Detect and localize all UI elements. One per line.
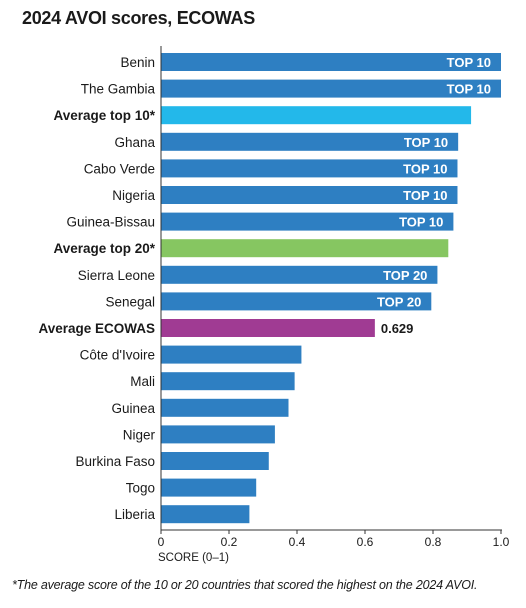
x-axis-label: SCORE (0–1): [158, 552, 229, 564]
category-label-senegal: Senegal: [105, 294, 155, 309]
bar-nigeria: [161, 186, 458, 204]
value-label-average-ecowas: 0.629: [381, 321, 414, 336]
bar-label-nigeria: TOP 10: [403, 188, 447, 203]
category-label-average-top-10: Average top 10*: [53, 108, 155, 123]
category-label-guinea-bissau: Guinea-Bissau: [66, 215, 155, 230]
bar-guinea-bissau: [161, 212, 454, 231]
bar-average-top-10: [161, 106, 472, 125]
bar-benin: [161, 53, 501, 71]
bar-label-benin: TOP 10: [447, 55, 491, 70]
bar-c-te-d-ivoire: [161, 345, 302, 364]
category-label-average-ecowas: Average ECOWAS: [38, 321, 155, 336]
bar-label-guinea-bissau: TOP 10: [399, 215, 443, 230]
bar-chart: Benin TOP 10 The Gambia TOP 10 Average top 1…: [38, 46, 510, 564]
chart-title: 2024 AVOI scores, ECOWAS: [22, 8, 255, 28]
category-label-togo: Togo: [126, 481, 155, 496]
category-label-guinea: Guinea: [111, 401, 155, 416]
bar-burkina-faso: [161, 452, 269, 470]
category-label-ghana: Ghana: [114, 135, 155, 150]
bar-label-senegal: TOP 20: [377, 294, 421, 309]
category-label-c-te-d-ivoire: Côte d'Ivoire: [80, 348, 155, 363]
bar-label-ghana: TOP 10: [404, 135, 448, 150]
bar-guinea: [161, 398, 289, 417]
category-label-niger: Niger: [123, 427, 156, 442]
category-label-cabo-verde: Cabo Verde: [84, 161, 155, 176]
bar-label-sierra-leone: TOP 20: [383, 268, 427, 283]
bar-label-cabo-verde: TOP 10: [403, 161, 447, 176]
bar-average-ecowas: [161, 319, 375, 337]
bar-the-gambia: [161, 79, 501, 98]
bar-average-top-20: [161, 239, 449, 258]
x-tick-label-0: 0: [158, 535, 165, 549]
footnote: *The average score of the 10 or 20 count…: [12, 578, 478, 592]
category-label-nigeria: Nigeria: [112, 188, 155, 203]
x-tick-label-5: 1.0: [493, 535, 510, 549]
category-label-average-top-20: Average top 20*: [53, 241, 155, 256]
bar-niger: [161, 425, 275, 444]
x-tick-label-1: 0.2: [221, 535, 238, 549]
bar-liberia: [161, 505, 250, 524]
bar-mali: [161, 372, 295, 391]
category-label-liberia: Liberia: [114, 507, 155, 522]
category-label-sierra-leone: Sierra Leone: [78, 268, 155, 283]
bar-senegal: [161, 292, 432, 311]
bar-ghana: [161, 132, 459, 151]
bar-label-the-gambia: TOP 10: [447, 82, 491, 97]
x-tick-label-3: 0.6: [357, 535, 374, 549]
bar-cabo-verde: [161, 159, 458, 178]
bar-sierra-leone: [161, 265, 438, 284]
category-label-burkina-faso: Burkina Faso: [75, 454, 155, 469]
category-label-benin: Benin: [120, 55, 155, 70]
x-tick-label-4: 0.8: [425, 535, 442, 549]
category-label-the-gambia: The Gambia: [81, 82, 156, 97]
category-label-mali: Mali: [130, 374, 155, 389]
bar-togo: [161, 478, 257, 497]
x-tick-label-2: 0.4: [289, 535, 306, 549]
